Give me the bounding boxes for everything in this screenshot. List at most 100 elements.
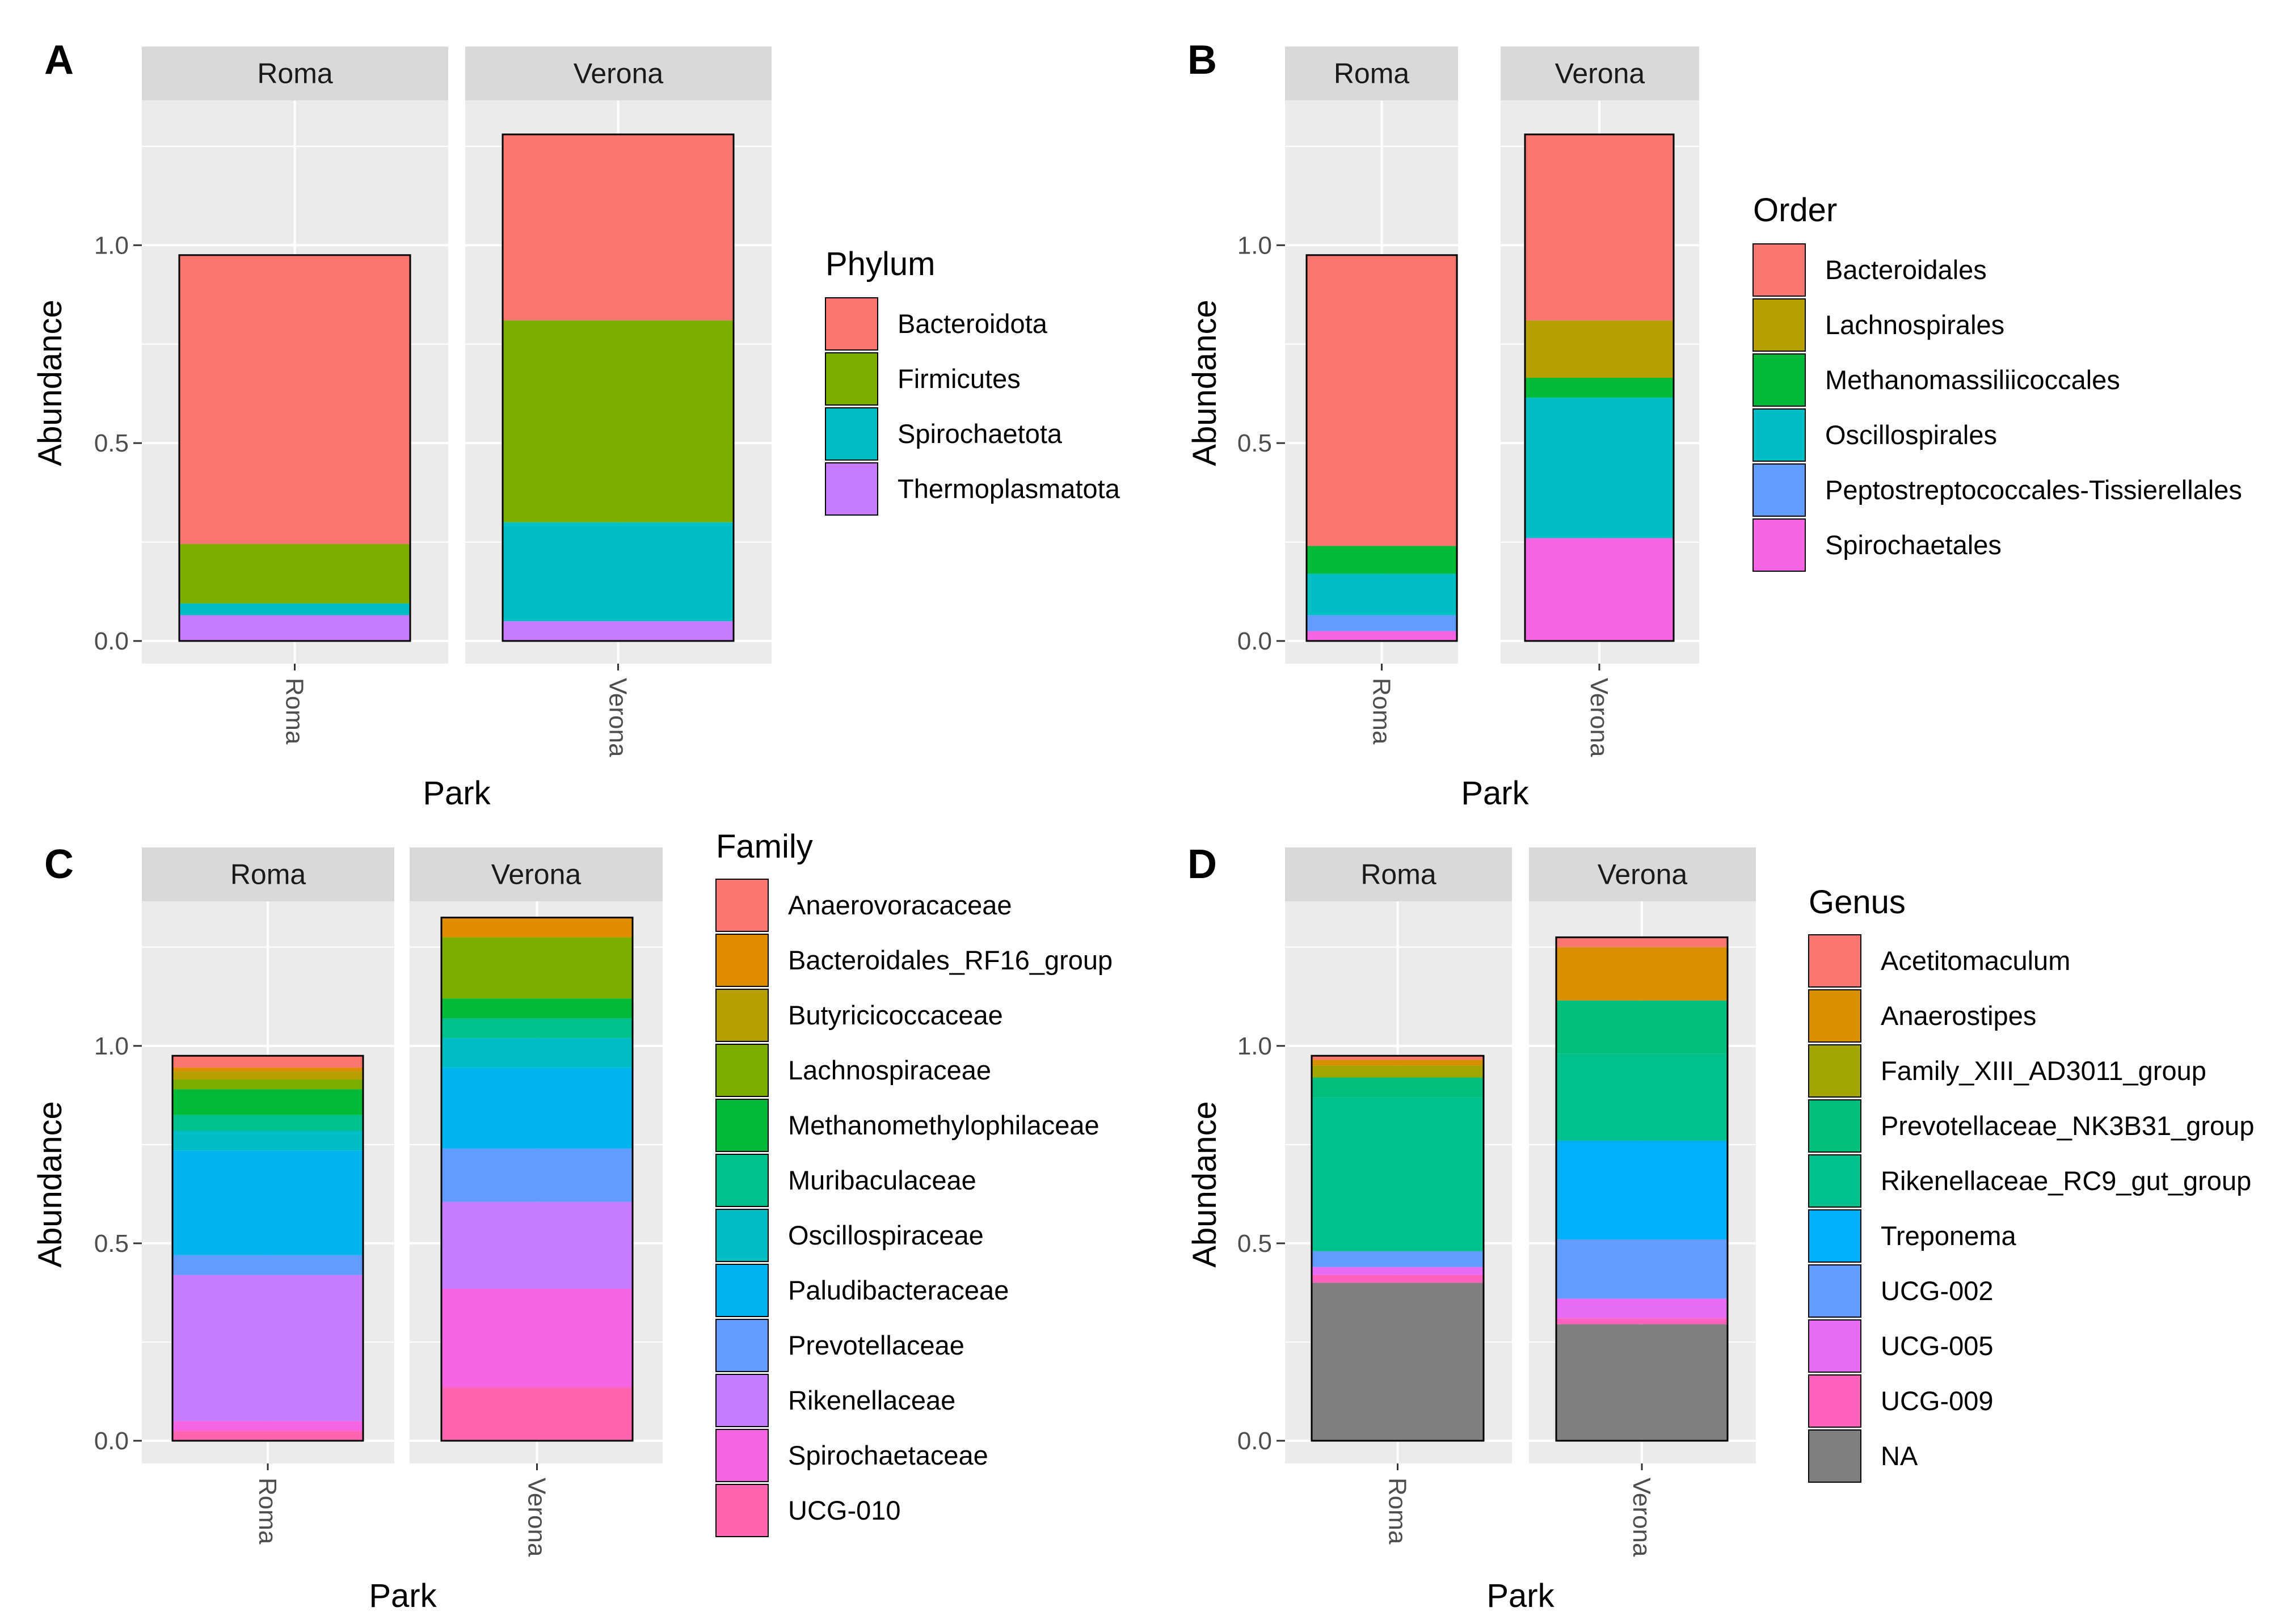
panel-b-y-tick-label: 0.0 bbox=[1237, 627, 1272, 655]
panel-b: B Roma Roma Verona Verona 0.0 0.5 1.0 Abundanc… bbox=[1186, 37, 2242, 812]
panel-c-plot: Roma Roma Verona Verona 0.0 0.5 1.0 bbox=[94, 847, 663, 1557]
panel-c-bar-segment bbox=[441, 1201, 633, 1289]
panel-d-legend-key bbox=[1808, 1044, 1861, 1098]
panel-c-legend-label: Anaerovoracaceae bbox=[788, 890, 1012, 920]
panel-c-y-tick-label: 0.0 bbox=[94, 1427, 129, 1455]
panel-a-bar-segment bbox=[503, 621, 734, 641]
panel-b-plot: Roma Roma Verona Verona 0.0 0.5 1.0 bbox=[1237, 47, 1699, 757]
panel-d-bar-outline-0 bbox=[1311, 1054, 1485, 1442]
panel-d-legend-key bbox=[1808, 1319, 1861, 1373]
panel-b-bar-segment bbox=[1307, 546, 1457, 574]
panel-d-bar-segment bbox=[1312, 1056, 1484, 1060]
panel-c-x-tick-label-0: Roma bbox=[254, 1478, 281, 1545]
panel-d-legend-label: Rikenellaceae_RC9_gut_group bbox=[1881, 1166, 2251, 1196]
panel-d-legend-title: Genus bbox=[1809, 884, 1906, 921]
panel-a-legend: Phylum Bacteroidota Firmicutes Spirochaeto… bbox=[825, 246, 1120, 516]
panel-c-bar-segment bbox=[172, 1421, 363, 1431]
panel-c-legend: Family Anaerovoracaceae Bacteroidales_RF1… bbox=[715, 828, 1113, 1537]
panel-c-bar-segment bbox=[172, 1150, 363, 1255]
panel-d-y-tick-label: 0.5 bbox=[1237, 1230, 1272, 1258]
panel-a: A Roma Roma Verona Verona 0.0 0.5 1.0 Abundanc… bbox=[32, 37, 1120, 812]
panel-d-bar-segment bbox=[1312, 1282, 1484, 1441]
panel-a-strip-label-0: Roma bbox=[257, 58, 333, 90]
panel-b-bar-outline-1 bbox=[1524, 133, 1675, 642]
panel-a-y-axis-title: Abundance bbox=[32, 299, 69, 466]
panel-c-bar-segment bbox=[172, 1089, 363, 1115]
panel-d-strip-1 bbox=[1529, 847, 1756, 901]
panel-b-legend-label: Oscillospirales bbox=[1825, 420, 1997, 450]
panel-c-legend-key bbox=[715, 1099, 769, 1152]
panel-d-bar-segment bbox=[1556, 1239, 1728, 1299]
panel-c-legend-label: Rikenellaceae bbox=[788, 1385, 955, 1415]
panel-d-bar-segment bbox=[1556, 1324, 1728, 1441]
panel-c-strip-1 bbox=[410, 847, 663, 901]
panel-a-legend-key bbox=[825, 462, 878, 516]
panel-d-bar-segment bbox=[1312, 1275, 1484, 1283]
panel-d-bar-segment bbox=[1556, 1000, 1728, 1054]
panel-c-legend-key bbox=[715, 1209, 769, 1262]
panel-d-legend-key bbox=[1808, 1209, 1861, 1263]
panel-b-legend: Order Bacteroidales Lachnospirales Methano… bbox=[1752, 192, 2242, 572]
panel-d-y-tick-label: 1.0 bbox=[1237, 1032, 1272, 1060]
panel-a-legend-label: Thermoplasmatota bbox=[898, 474, 1120, 504]
panel-d-legend-label: UCG-009 bbox=[1881, 1386, 1994, 1416]
panel-c-legend-title: Family bbox=[716, 828, 813, 865]
panel-b-bar-segment bbox=[1307, 573, 1457, 615]
panel-c-legend-key bbox=[715, 1154, 769, 1207]
panel-b-x-tick-label-1: Verona bbox=[1585, 678, 1613, 757]
panel-b-bar-segment bbox=[1525, 378, 1674, 398]
panel-b-legend-key bbox=[1752, 353, 1806, 407]
panel-c-legend-label: Lachnospiraceae bbox=[788, 1055, 991, 1085]
panel-d-bar-segment bbox=[1556, 937, 1728, 947]
panel-c-bar-segment bbox=[172, 1130, 363, 1151]
panel-a-bar-outline-1 bbox=[502, 133, 735, 642]
panel-c: C Roma Roma Verona Verona 0.0 0.5 1.0 Abundanc… bbox=[32, 828, 1113, 1614]
panel-c-strip-label-1: Verona bbox=[491, 859, 582, 891]
panel-a-bar-segment bbox=[179, 615, 410, 641]
panel-c-bar-segment bbox=[441, 1387, 633, 1441]
panel-d-x-tick-label-0: Roma bbox=[1384, 1478, 1412, 1545]
panel-c-legend-label: Prevotellaceae bbox=[788, 1330, 964, 1360]
panel-c-y-tick-label: 0.5 bbox=[94, 1230, 129, 1258]
panel-a-legend-label: Firmicutes bbox=[898, 364, 1021, 394]
panel-b-bar-segment bbox=[1307, 255, 1457, 546]
panel-a-bar-segment bbox=[503, 522, 734, 622]
panel-a-bar-segment bbox=[503, 134, 734, 320]
panel-a-legend-title: Phylum bbox=[825, 246, 935, 282]
panel-d-legend-key bbox=[1808, 1154, 1861, 1208]
panel-d-letter: D bbox=[1187, 842, 1217, 887]
panel-c-bar-outline-1 bbox=[440, 917, 634, 1442]
panel-d-bar-segment bbox=[1556, 1053, 1728, 1141]
panel-d-legend-label: NA bbox=[1881, 1441, 1918, 1471]
panel-b-legend-title: Order bbox=[1753, 192, 1837, 229]
panel-d-legend-key bbox=[1808, 1264, 1861, 1318]
panel-a-strip-label-1: Verona bbox=[574, 58, 664, 90]
panel-b-bar-segment bbox=[1525, 538, 1674, 641]
panel-d-bar-outline-1 bbox=[1555, 936, 1729, 1442]
panel-b-legend-key bbox=[1752, 408, 1806, 462]
panel-c-letter: C bbox=[44, 842, 74, 887]
panel-b-bar-segment bbox=[1525, 320, 1674, 378]
panel-a-legend-label: Spirochaetota bbox=[898, 419, 1063, 449]
panel-a-x-axis-title: Park bbox=[423, 775, 491, 812]
panel-c-bar-segment bbox=[441, 1068, 633, 1149]
panel-a-bar-segment bbox=[179, 544, 410, 604]
panel-c-bar-segment bbox=[172, 1115, 363, 1131]
panel-d-bar-segment bbox=[1312, 1097, 1484, 1251]
panel-b-legend-label: Lachnospirales bbox=[1825, 310, 2004, 340]
panel-d-bar-segment bbox=[1556, 1140, 1728, 1239]
panel-b-legend-key bbox=[1752, 518, 1806, 572]
panel-a-bar-segment bbox=[179, 255, 410, 545]
panel-c-y-axis-title: Abundance bbox=[32, 1101, 69, 1267]
panel-c-bar-segment bbox=[172, 1068, 363, 1072]
panel-b-strip-label-0: Roma bbox=[1334, 58, 1410, 90]
panel-c-strip-0 bbox=[142, 847, 394, 901]
panel-c-legend-label: Muribaculaceae bbox=[788, 1165, 976, 1195]
panel-c-legend-key bbox=[715, 879, 769, 932]
panel-c-y-tick-label: 1.0 bbox=[94, 1032, 129, 1060]
panel-b-legend-label: Spirochaetales bbox=[1825, 530, 2002, 560]
panel-c-legend-label: Bacteroidales_RF16_group bbox=[788, 945, 1113, 975]
panel-d-bar-segment bbox=[1556, 947, 1728, 1001]
panel-d-legend-key bbox=[1808, 934, 1861, 988]
